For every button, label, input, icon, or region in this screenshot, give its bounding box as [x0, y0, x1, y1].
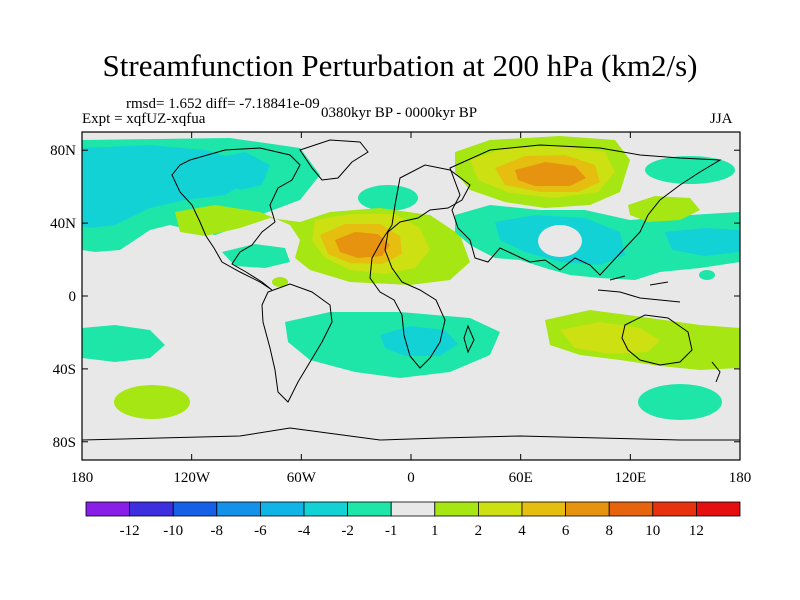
coast-indonesia [597, 275, 681, 303]
colorbar-swatch [521, 501, 566, 517]
lon-tick-label: 180 [71, 470, 94, 486]
colorbar-swatch [696, 501, 741, 517]
colorbar-swatch [216, 501, 261, 517]
w-pacific-small-negative [699, 270, 715, 280]
colorbar-label: -1 [385, 523, 398, 539]
colorbar-swatch [347, 501, 392, 517]
southern-ocean-positive [114, 385, 190, 419]
coast-greenland [299, 139, 369, 181]
lat-tick-label: 40S [53, 362, 76, 378]
colorbar-swatch [172, 501, 218, 517]
colorbar-label: 10 [645, 523, 660, 539]
asia-core-east [665, 228, 740, 256]
colorbar-swatch [565, 501, 610, 517]
lon-tick-label: 60E [509, 470, 533, 486]
coast-madagascar [463, 324, 475, 354]
lat-tick-label: 40N [50, 216, 76, 232]
s-atlantic-core [380, 326, 458, 356]
colorbar-swatch [652, 501, 697, 517]
colorbar-label: -6 [254, 523, 267, 539]
lat-tick-label: 80N [50, 143, 76, 159]
colorbar-swatch [477, 501, 523, 517]
colorbar: -12 -10 -8 -6 -4 -2 -1 1 2 4 6 8 10 12 [85, 501, 741, 539]
latitude-axis: 80N 40N 0 40S 80S [50, 143, 740, 451]
plot-title: Streamfunction Perturbation at 200 hPa (… [102, 48, 698, 83]
colorbar-swatch [85, 501, 130, 517]
colorbar-swatch [129, 501, 174, 517]
coast-north-america [171, 147, 301, 291]
n-america-negative [215, 152, 270, 190]
lon-tick-label: 180 [729, 470, 752, 486]
siberia-core [515, 162, 586, 186]
southern-ocean-negative [638, 384, 722, 420]
coast-new-zealand [711, 361, 721, 383]
australia-positive [560, 322, 660, 354]
longitude-axis: 180 120W 60W 0 60E 120E 180 [71, 132, 752, 486]
lon-tick-label: 120E [614, 470, 646, 486]
lon-tick-label: 0 [407, 470, 415, 486]
s-pacific-negative [82, 325, 165, 362]
coast-asia [449, 144, 722, 276]
lon-tick-label: 120W [173, 470, 211, 486]
colorbar-label: 2 [475, 523, 483, 539]
coast-europe-africa [369, 164, 471, 369]
atlantic-small-negative [358, 185, 418, 211]
japan-positive [628, 196, 700, 222]
coastlines [82, 139, 740, 441]
season-label: JJA [710, 111, 733, 127]
lat-tick-label: 0 [69, 289, 77, 305]
colorbar-label: 12 [689, 523, 704, 539]
colorbar-swatch [608, 501, 654, 517]
colorbar-label: -12 [120, 523, 140, 539]
caribbean-small-positive [272, 277, 288, 287]
colorbar-swatch [434, 501, 479, 517]
subtropical-atlantic-core [335, 232, 390, 258]
lon-tick-label: 60W [287, 470, 317, 486]
stats-text: rmsd= 1.652 diff= -7.18841e-09 [126, 96, 320, 112]
caribbean-negative [222, 244, 290, 268]
lat-tick-label: 80S [53, 435, 76, 451]
n-pacific-core [82, 145, 250, 228]
asia-neutral-hole [538, 225, 582, 257]
colorbar-label: -2 [341, 523, 354, 539]
coast-antarctica [82, 427, 740, 441]
colorbar-swatch [390, 501, 436, 517]
experiment-label: Expt = xqfUZ-xqfua [82, 111, 206, 127]
colorbar-label: -10 [163, 523, 183, 539]
colorbar-label: -4 [298, 523, 311, 539]
coast-south-america [261, 283, 333, 403]
coast-australia [621, 314, 693, 366]
colorbar-label: 1 [431, 523, 439, 539]
colorbar-swatch [259, 501, 305, 517]
colorbar-label: 6 [562, 523, 570, 539]
period-label: 0380kyr BP - 0000kyr BP [321, 105, 478, 121]
colorbar-label: 4 [518, 523, 526, 539]
colorbar-swatch [303, 501, 348, 517]
n-pacific-east-negative [645, 156, 735, 184]
colorbar-label: -8 [211, 523, 224, 539]
colorbar-label: 8 [605, 523, 613, 539]
